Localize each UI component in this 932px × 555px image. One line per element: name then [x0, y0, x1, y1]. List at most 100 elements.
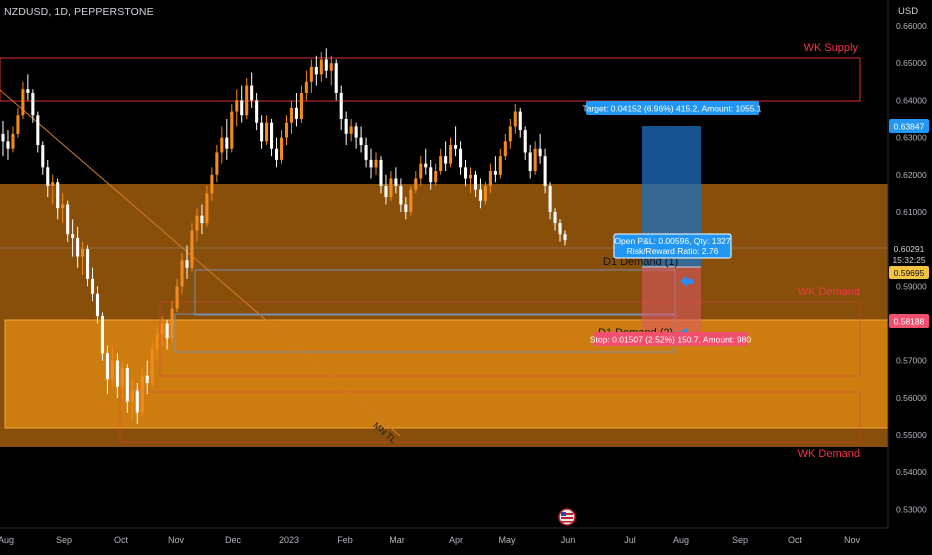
- countdown-timer: 15:32:25: [892, 255, 925, 265]
- candle-up: [180, 260, 184, 287]
- candle-down: [56, 182, 60, 209]
- candle-up: [16, 115, 20, 134]
- candle-down: [473, 174, 478, 190]
- candle-down: [165, 323, 169, 339]
- candle-up: [289, 107, 294, 123]
- candle-down: [424, 163, 428, 168]
- target-price-tag: [889, 119, 929, 133]
- last-price: 0.60291: [894, 244, 925, 254]
- time-axis[interactable]: Aug Sep Oct Nov Dec 2023 Feb Mar Apr May Jun Jul Aug…: [0, 535, 860, 545]
- candle-down: [354, 126, 358, 138]
- candle-up: [374, 159, 378, 168]
- entry-price: 0.59695: [894, 268, 925, 278]
- candle-down: [200, 215, 204, 224]
- candle-down: [260, 122, 264, 142]
- candle-down: [463, 167, 468, 179]
- candle-up: [11, 133, 15, 149]
- candle-down: [523, 130, 527, 153]
- wk-supply-zone[interactable]: [0, 57, 861, 102]
- stop-label-box[interactable]: [593, 332, 748, 346]
- time-tick-label: May: [498, 535, 516, 545]
- candle-down: [115, 360, 119, 387]
- candle-up: [503, 141, 507, 157]
- candle-up: [81, 249, 85, 257]
- time-tick-label: Aug: [0, 535, 14, 545]
- candle-up: [434, 171, 438, 183]
- candle-up: [409, 189, 413, 212]
- candle-up: [299, 92, 303, 119]
- candle-down: [364, 145, 368, 160]
- candle-up: [51, 182, 55, 186]
- candle-up: [449, 145, 453, 164]
- candle-up: [205, 193, 209, 224]
- candle-up: [230, 111, 234, 149]
- candle-down: [553, 211, 557, 224]
- price-tick-label: 0.63000: [896, 133, 927, 143]
- candle-down: [71, 234, 75, 238]
- candle-up: [498, 156, 502, 175]
- candle-up: [309, 66, 313, 82]
- entry-label-box[interactable]: [613, 233, 732, 259]
- wk-demand-label-2: WK Demand: [798, 448, 860, 460]
- candle-down: [459, 148, 463, 168]
- time-tick-label: Dec: [225, 535, 242, 545]
- price-tick-label: 0.59000: [896, 281, 927, 291]
- time-tick-label: Jun: [561, 535, 576, 545]
- last-price-tag: [889, 242, 929, 268]
- candle-down: [294, 107, 298, 119]
- candle-down: [240, 100, 244, 116]
- time-tick-label: Apr: [449, 535, 463, 545]
- candle-up: [349, 126, 353, 134]
- candle-up: [389, 178, 393, 198]
- time-tick-label: Nov: [168, 535, 185, 545]
- candle-up: [190, 230, 194, 268]
- candle-up: [220, 137, 224, 153]
- candle-down: [250, 85, 254, 101]
- candle-up: [533, 148, 537, 172]
- candle-down: [36, 115, 40, 146]
- candle-up: [140, 375, 144, 413]
- time-tick-label: 2023: [279, 535, 299, 545]
- time-tick-label: Sep: [732, 535, 748, 545]
- mn-trendline[interactable]: [0, 89, 401, 437]
- candle-down: [558, 223, 562, 235]
- candle-up: [513, 111, 517, 127]
- candle-up: [265, 122, 269, 142]
- target-price: 0.63847: [894, 122, 925, 132]
- candle-down: [563, 234, 567, 241]
- candle-up: [508, 126, 512, 142]
- candle-down: [454, 145, 458, 149]
- candle-up: [120, 368, 124, 387]
- candle-down: [95, 293, 100, 317]
- candle-down: [1, 133, 5, 142]
- candle-up: [61, 204, 65, 209]
- wk-demand-zone-lower-outline[interactable]: [119, 391, 861, 443]
- candle-up: [419, 163, 423, 179]
- candle-up: [235, 100, 239, 112]
- candle-up: [304, 81, 308, 93]
- target-label-box[interactable]: [586, 101, 759, 115]
- price-tick-label: 0.62000: [896, 170, 927, 180]
- stop-zone[interactable]: [642, 267, 701, 332]
- candle-up: [130, 390, 134, 402]
- time-tick-label: Aug: [673, 535, 689, 545]
- candle-down: [145, 375, 149, 383]
- candle-down: [46, 167, 50, 186]
- us-flag-icon[interactable]: [558, 508, 576, 526]
- candle-up: [329, 63, 333, 71]
- candle-up: [245, 85, 249, 116]
- candle-down: [324, 59, 328, 71]
- candle-down: [518, 111, 522, 131]
- wk-demand-zone-outline[interactable]: [159, 301, 861, 377]
- candle-up: [279, 137, 284, 160]
- candle-down: [334, 63, 338, 93]
- candle-down: [76, 237, 80, 257]
- wk-supply-label: WK Supply: [804, 42, 859, 54]
- candle-down: [31, 92, 35, 116]
- candle-down: [90, 278, 95, 294]
- symbol-title[interactable]: NZDUSD, 1D, PEPPERSTONE: [4, 6, 154, 18]
- candle-down: [274, 148, 279, 160]
- candle-up: [215, 152, 219, 175]
